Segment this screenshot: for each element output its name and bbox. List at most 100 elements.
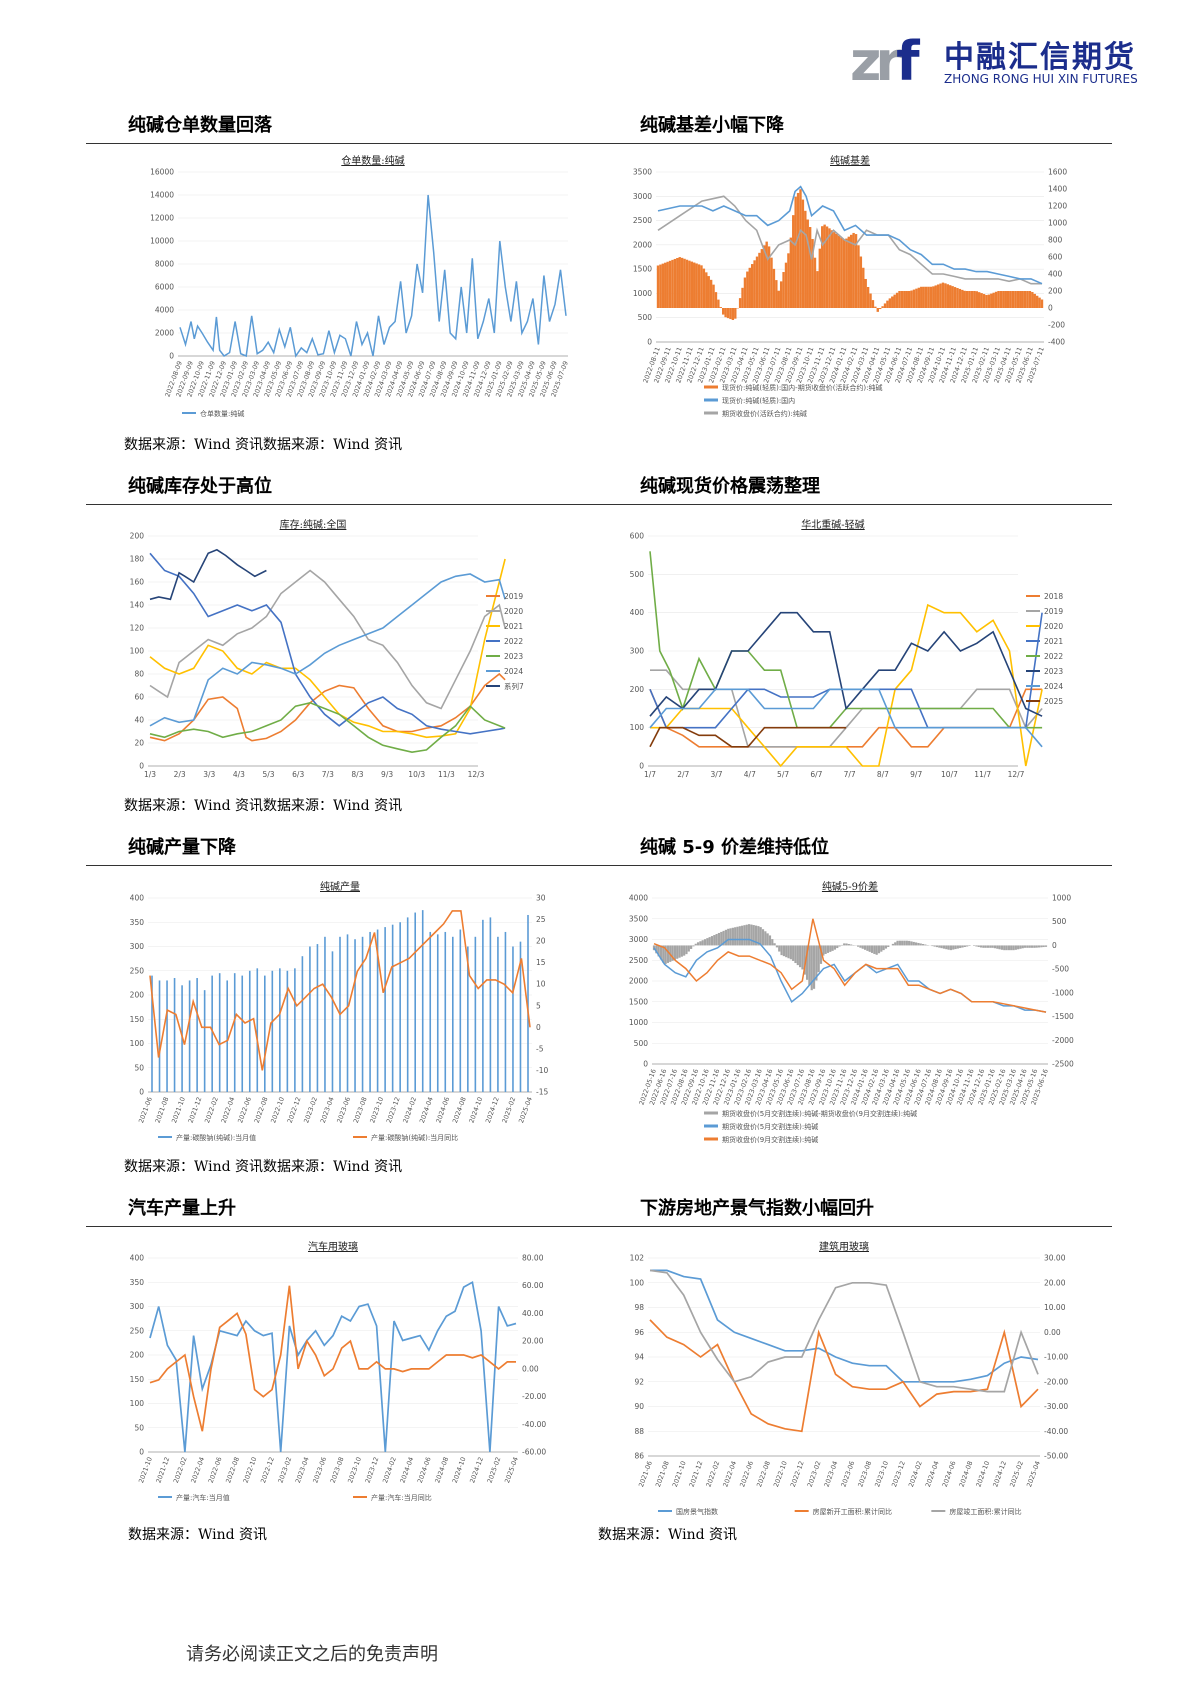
basis-bar [978,292,981,308]
basis-bar [859,256,863,308]
basis-bar [656,265,660,308]
spread-bar [810,945,813,991]
x-tick-label: 2021-12 [688,1460,705,1488]
spread-bar [729,928,732,946]
chart-auto-glass: 汽车用玻璃 0 50 100 150 200 250 300 350 400 -60.00 -40.0… [118,1236,568,1508]
production-bar [173,978,176,1092]
chart-svg: 仓单数量:纯碱 0 2000 4000 6000 8000 10000 12000 14000 1… [150,154,570,418]
y-tick-label: 400 [130,894,145,903]
spread-bar [761,929,765,946]
legend-label: 产量:碳酸钠(纯碱):当月值 [176,1133,256,1142]
basis-bar [857,245,860,308]
x-tick-label: 2021-06 [637,1460,654,1488]
y-tick-label: 500 [634,1039,649,1048]
basis-bar [987,294,991,308]
x-tick-label: 3/3 [203,770,215,779]
spread-bar [836,945,839,949]
y-tick-label: 0 [639,762,644,771]
spread-bar [873,945,876,954]
basis-bar [985,294,988,308]
basis-bar [994,291,998,308]
basis-bar [673,258,677,308]
spread-bar [750,924,753,946]
y-tick-label: 14000 [150,191,174,200]
x-tick-label: 4/7 [744,770,756,779]
basis-bar [726,308,730,319]
production-bar [279,968,281,1092]
y2-tick-label: 30 [536,894,546,903]
basis-bar [917,287,921,308]
production-bar [406,917,409,1092]
x-tick-label: 2022-08 [253,1096,270,1124]
spread-bar [1040,945,1043,948]
spread-bar [796,945,799,966]
basis-bar [731,308,735,321]
spread-bar [752,925,755,946]
production-bar [324,936,326,1092]
y2-tick-label: 10.00 [1044,1303,1066,1312]
spread-bar [782,945,785,957]
basis-bar [898,291,901,308]
production-bar [354,939,356,1092]
spread-bar [678,945,681,958]
data-source-auto: 数据来源：Wind 资讯 [128,1527,268,1543]
spread-bar [803,945,806,975]
basis-bar [712,284,715,308]
chart-title: 仓单数量:纯碱 [341,154,404,167]
spread-bar [894,942,897,946]
y-tick-label: 0 [643,1060,648,1069]
basis-bar [951,286,954,308]
x-tick-label: 7/7 [844,770,856,779]
basis-bar [678,257,681,308]
basis-bar [702,268,706,308]
chart-basis: 纯碱基差 0 500 1000 1500 2000 2500 3000 3500 -400 -200… [618,150,1080,422]
basis-bar [973,291,976,308]
basis-bar [876,308,879,312]
spread-bar [982,945,985,948]
basis-bar [1004,291,1007,308]
spread-bar [699,941,702,946]
spread-bar [952,945,955,950]
x-tick-label: 2024-10 [468,1096,485,1124]
chart-title: 纯碱5-9价差 [822,880,878,893]
spread-bar [741,925,744,946]
spread-bar [722,930,725,946]
x-tick-label: 2024-08 [433,1456,450,1484]
basis-bar [970,291,974,308]
production-bar [429,931,432,1092]
production-bar [248,970,251,1092]
y2-tick-label: -50.00 [1044,1452,1068,1461]
production-bar [316,944,319,1092]
chart-title: 纯碱产量 [320,880,360,893]
y2-tick-label: 20 [536,937,546,946]
basis-bar [1033,293,1036,308]
basis-bar [767,246,771,308]
spread-bar [1024,945,1027,948]
divider-row-3 [86,865,1112,866]
x-tick-label: 2022-08 [224,1456,241,1484]
production-bar [512,946,514,1092]
basis-bar [779,281,783,308]
production-bar [376,929,379,1092]
spread-bar [949,945,952,951]
spread-bar [954,945,957,950]
x-tick-label: 2021-10 [170,1096,187,1124]
basis-bar [680,257,684,308]
x-tick-label: 9/3 [381,770,393,779]
chart-title: 库存:纯碱:全国 [280,518,347,531]
spread-bar [1019,945,1022,949]
spread-bar [938,945,941,948]
production-bar [497,936,499,1092]
basis-bar [1009,291,1012,308]
divider-row-4 [86,1226,1112,1227]
legend-label: 现货价:纯碱(轻质):国内-期货收盘价(活跃合约):纯碱 [722,383,883,392]
basis-bar [927,286,930,308]
x-tick-label: 4/3 [233,770,245,779]
spread-bar [998,945,1001,950]
spread-bar [1012,945,1015,951]
y-tick-label: 400 [130,1254,145,1263]
spread-bar [766,933,769,946]
series-line-2020 [149,569,506,710]
legend-label: 2021 [504,622,523,631]
spread-bar [676,945,679,959]
